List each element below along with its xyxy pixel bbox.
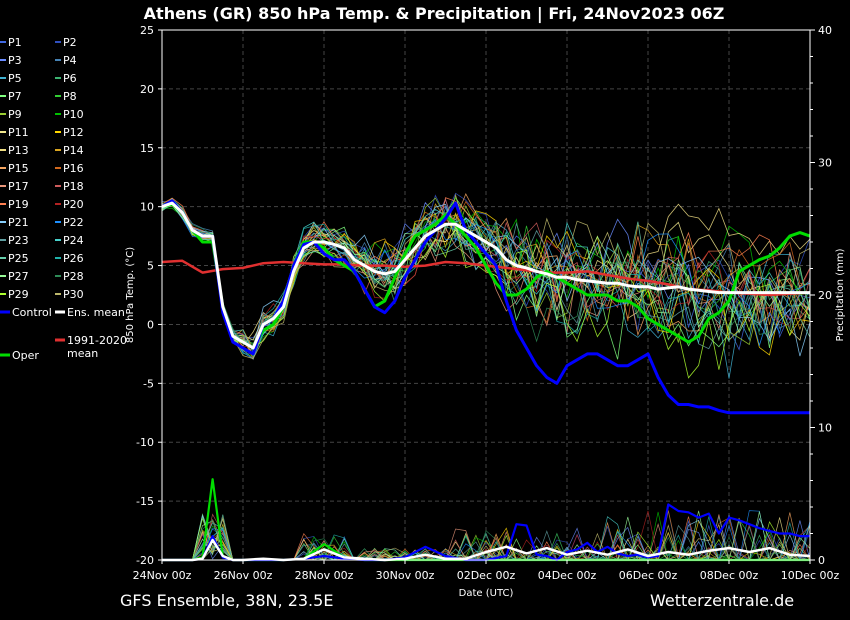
legend-label: P15 bbox=[8, 162, 29, 175]
legend-label: P29 bbox=[8, 288, 29, 301]
legend-label: P11 bbox=[8, 126, 29, 139]
member-temp-line bbox=[161, 203, 811, 357]
y-tick-label-left: 10 bbox=[140, 201, 154, 214]
legend-label: P1 bbox=[8, 36, 22, 49]
legend-label: Control bbox=[12, 306, 52, 319]
y-tick-label-right: 20 bbox=[818, 289, 832, 302]
footer-source: Wetterzentrale.de bbox=[650, 591, 794, 610]
legend-label: P25 bbox=[8, 252, 29, 265]
member-temp-line bbox=[161, 198, 811, 356]
legend-label: P6 bbox=[63, 72, 77, 85]
series-ens-mean bbox=[161, 201, 810, 350]
member-temp-line bbox=[161, 201, 811, 361]
legend-label: P13 bbox=[8, 144, 29, 157]
x-tick-label: 26Nov 00z bbox=[214, 569, 273, 582]
legend-label: P3 bbox=[8, 54, 22, 67]
legend-label: P28 bbox=[63, 270, 84, 283]
legend-label: P26 bbox=[63, 252, 84, 265]
x-tick-label: 24Nov 00z bbox=[133, 569, 192, 582]
legend-label: Oper bbox=[12, 349, 39, 362]
legend-label: P21 bbox=[8, 216, 29, 229]
legend-label: P30 bbox=[63, 288, 84, 301]
legend-label: mean bbox=[67, 347, 98, 360]
member-temp-line bbox=[161, 200, 811, 348]
x-tick-label: 28Nov 00z bbox=[295, 569, 354, 582]
legend-label: P22 bbox=[63, 216, 84, 229]
legend: P1 P2 P3 P4 P5 P6 P7 P8 P9 P10 P11 P12 P13 P14 P15 P16 P… bbox=[0, 36, 127, 362]
x-tick-label: 08Dec 00z bbox=[700, 569, 759, 582]
legend-label: P24 bbox=[63, 234, 84, 247]
legend-label: P18 bbox=[63, 180, 84, 193]
legend-label: P7 bbox=[8, 90, 22, 103]
chart-title: Athens (GR) 850 hPa Temp. & Precipitatio… bbox=[144, 4, 725, 24]
y-tick-label-left: -15 bbox=[136, 495, 154, 508]
legend-label: P12 bbox=[63, 126, 84, 139]
x-tick-label: 10Dec 00z bbox=[781, 569, 840, 582]
y-tick-label-left: 5 bbox=[147, 260, 154, 273]
y-tick-label-left: 0 bbox=[147, 318, 154, 331]
legend-label: P14 bbox=[63, 144, 84, 157]
legend-label: 1991-2020 bbox=[67, 334, 127, 347]
y-tick-label-left: 25 bbox=[140, 24, 154, 37]
member-temp-line bbox=[161, 205, 811, 341]
legend-label: P8 bbox=[63, 90, 77, 103]
legend-label: P19 bbox=[8, 198, 29, 211]
y-tick-label-right: 30 bbox=[818, 157, 832, 170]
footer-model-info: GFS Ensemble, 38N, 23.5E bbox=[120, 591, 333, 610]
y-tick-label-right: 10 bbox=[818, 422, 832, 435]
y-axis-right-label: Precipitation (mm) bbox=[835, 248, 846, 341]
legend-label: P10 bbox=[63, 108, 84, 121]
member-temp-line bbox=[161, 197, 811, 358]
legend-label: P27 bbox=[8, 270, 29, 283]
y-tick-label-left: -20 bbox=[136, 554, 154, 567]
member-temp-line bbox=[161, 203, 811, 347]
x-axis: 24Nov 00z 26Nov 00z 28Nov 00z 30Nov 00z 02De… bbox=[133, 560, 840, 582]
x-tick-label: 06Dec 00z bbox=[619, 569, 678, 582]
y-tick-label-right: 0 bbox=[818, 554, 825, 567]
legend-label: P5 bbox=[8, 72, 22, 85]
x-axis-label: Date (UTC) bbox=[459, 588, 514, 599]
y-tick-label-left: -5 bbox=[143, 377, 154, 390]
member-temp-line bbox=[161, 193, 811, 360]
legend-label: P16 bbox=[63, 162, 84, 175]
legend-label: P2 bbox=[63, 36, 77, 49]
legend-label: Ens. mean bbox=[67, 306, 125, 319]
y-axis-right: 40 30 20 10 0 bbox=[810, 24, 832, 567]
member-temp-line bbox=[161, 205, 811, 354]
legend-label: P17 bbox=[8, 180, 29, 193]
x-tick-label: 30Nov 00z bbox=[376, 569, 435, 582]
y-axis-left-label: 850 hPa Temp. (°C) bbox=[125, 247, 136, 343]
member-temp-line bbox=[161, 198, 811, 351]
x-tick-label: 04Dec 00z bbox=[538, 569, 597, 582]
y-tick-label-left: 20 bbox=[140, 83, 154, 96]
y-tick-label-left: -10 bbox=[136, 436, 154, 449]
series-oper bbox=[161, 202, 811, 350]
y-axis-left: 25 20 15 10 5 0 -5 -10 -15 -20 bbox=[136, 24, 162, 567]
y-tick-label-left: 15 bbox=[140, 142, 154, 155]
legend-label: P23 bbox=[8, 234, 29, 247]
legend-label: P20 bbox=[63, 198, 84, 211]
y-tick-label-right: 40 bbox=[818, 24, 832, 37]
legend-label: P4 bbox=[63, 54, 77, 67]
legend-label: P9 bbox=[8, 108, 22, 121]
x-tick-label: 02Dec 00z bbox=[457, 569, 516, 582]
